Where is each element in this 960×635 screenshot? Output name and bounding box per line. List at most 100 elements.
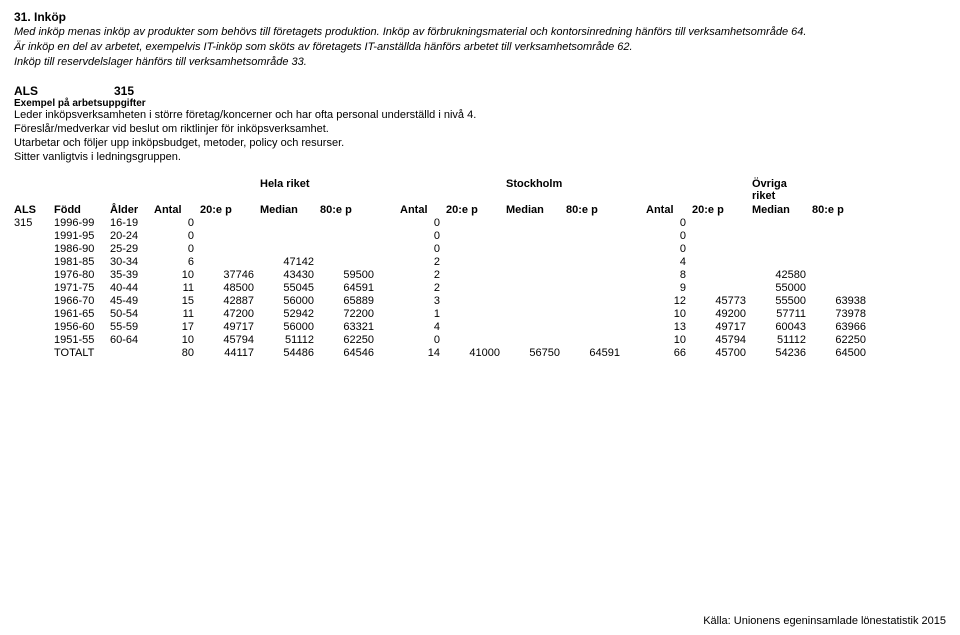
table-cell: 49717 bbox=[692, 321, 752, 333]
table-cell bbox=[446, 321, 506, 333]
table-row: 1956-6055-591749717560006332141349717600… bbox=[14, 321, 946, 333]
table-row: 1966-7045-491542887560006588931245773555… bbox=[14, 295, 946, 307]
table-cell bbox=[380, 282, 400, 294]
col-p80: 80:e p bbox=[566, 204, 626, 216]
table-cell bbox=[380, 217, 400, 229]
table-cell bbox=[566, 295, 626, 307]
table-cell: 6 bbox=[154, 256, 200, 268]
table-cell bbox=[446, 230, 506, 242]
table-cell: 1966-70 bbox=[54, 295, 110, 307]
table-cell: 63966 bbox=[812, 321, 872, 333]
table-cell bbox=[812, 243, 872, 255]
table-cell: 0 bbox=[646, 217, 692, 229]
table-cell: 64591 bbox=[320, 282, 380, 294]
table-cell bbox=[692, 243, 752, 255]
table-cell: 51112 bbox=[260, 334, 320, 346]
table-cell: 49200 bbox=[692, 308, 752, 320]
table-cell bbox=[566, 334, 626, 346]
table-cell: 315 bbox=[14, 217, 54, 229]
table-row: 1991-9520-24000 bbox=[14, 230, 946, 242]
table-cell: 48500 bbox=[200, 282, 260, 294]
table-cell: 56000 bbox=[260, 321, 320, 333]
table-cell: 0 bbox=[646, 243, 692, 255]
table-cell bbox=[200, 217, 260, 229]
table-cell bbox=[812, 217, 872, 229]
table-cell bbox=[14, 347, 54, 359]
table-cell bbox=[626, 321, 646, 333]
table-cell: 37746 bbox=[200, 269, 260, 281]
table-cell: 66 bbox=[646, 347, 692, 359]
table-cell: 25-29 bbox=[110, 243, 154, 255]
example-heading: Exempel på arbetsuppgifter bbox=[14, 98, 946, 109]
table-cell bbox=[446, 243, 506, 255]
example-line: Utarbetar och följer upp inköpsbudget, m… bbox=[14, 137, 946, 151]
table-row: TOTALT8044117544866454614410005675064591… bbox=[14, 347, 946, 359]
table-cell bbox=[506, 295, 566, 307]
table-cell: 45773 bbox=[692, 295, 752, 307]
table-cell: 1991-95 bbox=[54, 230, 110, 242]
col-fodd: Född bbox=[54, 204, 110, 216]
table-cell: 64500 bbox=[812, 347, 872, 359]
table-cell bbox=[380, 256, 400, 268]
table-cell bbox=[14, 334, 54, 346]
salary-table: Hela riket Stockholm Övriga riket ALS Fö… bbox=[14, 178, 946, 359]
table-cell bbox=[626, 334, 646, 346]
table-cell: 57711 bbox=[752, 308, 812, 320]
table-cell bbox=[626, 256, 646, 268]
table-cell: TOTALT bbox=[54, 347, 110, 359]
table-cell: 9 bbox=[646, 282, 692, 294]
table-cell: 8 bbox=[646, 269, 692, 281]
table-cell: 63321 bbox=[320, 321, 380, 333]
section-title: 31. Inköp bbox=[14, 10, 946, 24]
table-cell bbox=[566, 282, 626, 294]
table-cell bbox=[566, 256, 626, 268]
table-cell bbox=[752, 243, 812, 255]
table-cell: 1981-85 bbox=[54, 256, 110, 268]
table-cell bbox=[506, 230, 566, 242]
table-cell bbox=[626, 282, 646, 294]
intro-line: Med inköp menas inköp av produkter som b… bbox=[14, 26, 946, 40]
example-line: Leder inköpsverksamheten i större företa… bbox=[14, 109, 946, 123]
table-cell: 47142 bbox=[260, 256, 320, 268]
table-cell: 54236 bbox=[752, 347, 812, 359]
table-cell bbox=[506, 321, 566, 333]
table-cell bbox=[752, 217, 812, 229]
col-antal: Antal bbox=[154, 204, 200, 216]
table-cell bbox=[446, 269, 506, 281]
table-cell bbox=[446, 256, 506, 268]
table-cell: 55500 bbox=[752, 295, 812, 307]
table-cell: 64591 bbox=[566, 347, 626, 359]
table-cell: 63938 bbox=[812, 295, 872, 307]
table-cell: 45700 bbox=[692, 347, 752, 359]
table-cell: 11 bbox=[154, 282, 200, 294]
region-label: Övriga riket bbox=[752, 178, 812, 202]
table-cell: 56750 bbox=[506, 347, 566, 359]
table-cell: 41000 bbox=[446, 347, 506, 359]
table-cell: 2 bbox=[400, 256, 446, 268]
table-cell: 0 bbox=[400, 230, 446, 242]
table-cell: 1 bbox=[400, 308, 446, 320]
col-p20: 20:e p bbox=[692, 204, 752, 216]
table-cell bbox=[812, 230, 872, 242]
table-cell: 1956-60 bbox=[54, 321, 110, 333]
table-cell bbox=[752, 256, 812, 268]
table-cell bbox=[626, 347, 646, 359]
als-code: 315 bbox=[114, 84, 164, 98]
table-cell: 0 bbox=[154, 243, 200, 255]
table-cell bbox=[14, 321, 54, 333]
intro-block: Med inköp menas inköp av produkter som b… bbox=[14, 26, 946, 69]
table-cell bbox=[692, 269, 752, 281]
table-cell bbox=[692, 230, 752, 242]
col-als: ALS bbox=[14, 204, 54, 216]
table-cell bbox=[14, 269, 54, 281]
example-line: Föreslår/medverkar vid beslut om riktlin… bbox=[14, 123, 946, 137]
table-cell: 56000 bbox=[260, 295, 320, 307]
table-cell: 49717 bbox=[200, 321, 260, 333]
col-antal: Antal bbox=[646, 204, 692, 216]
table-cell: 13 bbox=[646, 321, 692, 333]
table-cell bbox=[626, 230, 646, 242]
table-cell: 0 bbox=[400, 334, 446, 346]
table-cell: 1971-75 bbox=[54, 282, 110, 294]
table-cell bbox=[626, 308, 646, 320]
table-cell: 0 bbox=[400, 217, 446, 229]
